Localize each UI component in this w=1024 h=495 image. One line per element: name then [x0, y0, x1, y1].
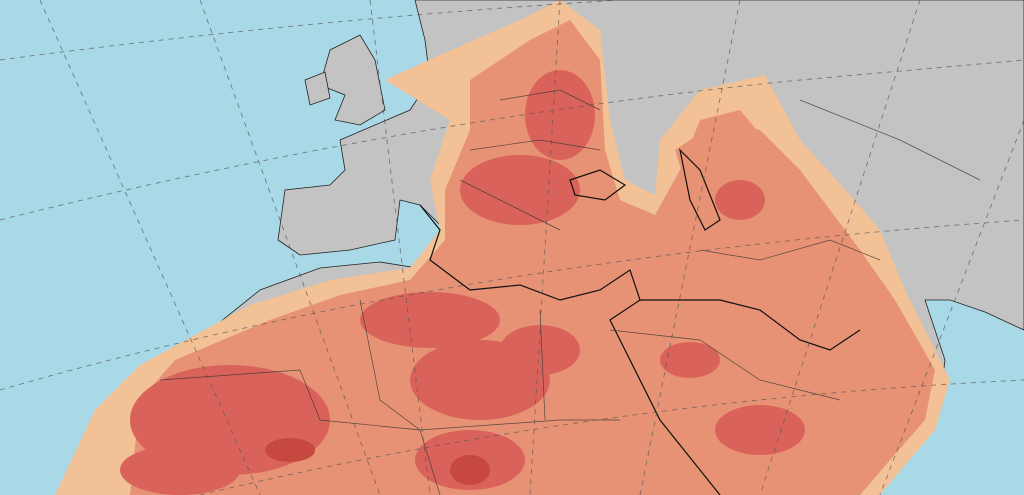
graticule-line: [39, 0, 261, 495]
coastline: [640, 299, 861, 351]
dust-patch: [660, 342, 720, 378]
dust-patch: [715, 405, 805, 455]
dust-patch: [360, 292, 500, 348]
dust-patch: [460, 155, 580, 225]
dust-patch: [500, 325, 580, 375]
graticule-line: [199, 0, 381, 495]
graticule-line: [199, 379, 1024, 495]
border: [539, 309, 841, 421]
border: [359, 299, 620, 431]
coastline: [419, 204, 721, 495]
dust-patch: [525, 70, 595, 160]
dust-patch: [265, 438, 315, 462]
graticule-line: [879, 119, 1024, 495]
coastline: [569, 169, 627, 201]
ireland: [304, 71, 331, 106]
dust-peak: [265, 438, 490, 485]
graticule-line: [529, 0, 561, 495]
graticule-line: [759, 0, 921, 495]
dust-patch: [450, 455, 490, 485]
graticule-line: [639, 0, 741, 495]
border: [699, 99, 981, 261]
graticule-line: [0, 59, 1024, 221]
border: [159, 369, 441, 495]
graticule-line: [369, 0, 431, 495]
borders: [159, 89, 981, 495]
dust-patch: [120, 445, 240, 495]
coastline: [679, 148, 721, 231]
dust-patch: [715, 180, 765, 220]
graticule-line: [0, 219, 1024, 391]
graticule-line: [0, 0, 621, 61]
